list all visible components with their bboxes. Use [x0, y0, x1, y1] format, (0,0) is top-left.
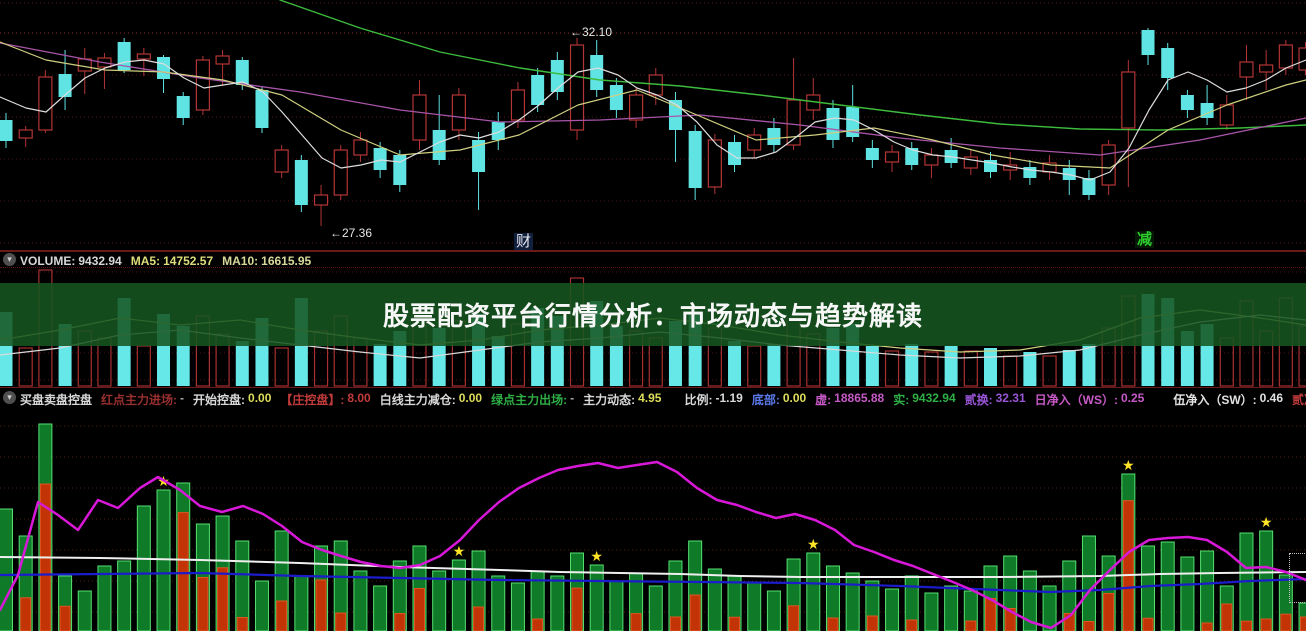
indicator-label: 绿点主力出场: — [491, 392, 568, 407]
indicator-bar-item — [0, 508, 13, 631]
indicator-bar-item — [648, 585, 663, 631]
indicator-value: 18865.88 — [834, 391, 885, 405]
indicator-value: - — [180, 391, 185, 405]
page-title: 股票配资平台行情分析：市场动态与趋势解读 — [382, 301, 923, 331]
indicator-bar-item — [668, 560, 683, 631]
indicator-bar-item — [944, 585, 959, 631]
indicator-value: 0.00 — [458, 391, 483, 405]
indicator-label: 主力动态: — [583, 392, 636, 407]
signal-star-icon: ★ — [807, 536, 820, 552]
watermark-jian: 减 — [1135, 231, 1155, 248]
pane-divider-2 — [0, 387, 1306, 388]
indicator-label: 【庄控盘】: — [280, 392, 345, 407]
indicator-label: 贰净入 — [1292, 392, 1306, 407]
indicator-bar-item — [1081, 535, 1096, 631]
indicator-value: 4.95 — [638, 391, 662, 405]
indicator-label: 底部: — [751, 392, 780, 407]
signal-star-icon: ★ — [453, 543, 466, 559]
volume-stat-value: 9432.94 — [78, 253, 122, 268]
indicator-value: 0.25 — [1120, 391, 1145, 405]
indicator-value: 32.31 — [995, 391, 1026, 405]
watermark-cai: 财 — [514, 233, 534, 250]
volume-stat-label: VOLUME: — [20, 253, 76, 268]
indicator-value: 0.46 — [1259, 391, 1284, 405]
selection-box[interactable] — [1289, 553, 1306, 603]
fund-magenta — [0, 460, 1306, 630]
indicator-bar-item — [432, 570, 447, 631]
indicator-label: 贰换: — [964, 392, 993, 407]
collapse-volume-icon[interactable]: ▾ — [3, 253, 16, 266]
title-banner: 股票配资平台行情分析：市场动态与趋势解读 — [0, 283, 1306, 346]
indicator-bar-item — [294, 575, 309, 631]
volume-stat-label: MA10: — [222, 253, 259, 268]
indicator-bar-item — [825, 565, 840, 631]
kline-chart[interactable] — [0, 0, 1306, 252]
pane-divider — [0, 250, 1306, 252]
indicator-bar-item — [1141, 545, 1156, 631]
ma20-magenta — [0, 42, 1306, 156]
high-price-label: ←32.10 — [570, 25, 613, 39]
indicator-bar-item — [373, 585, 388, 631]
indicator-chart[interactable]: ★★ ★★★★ — [0, 410, 1306, 631]
indicator-label: 比例: — [684, 392, 713, 407]
indicator-bar-item — [747, 582, 762, 631]
indicator-bar-item — [235, 540, 250, 631]
indicator-bar-item — [254, 580, 269, 631]
indicator-bar-item — [451, 559, 466, 631]
indicator-bar-item — [806, 552, 821, 631]
signal-star-icon: ★ — [1122, 457, 1135, 473]
volume-header: VOLUME: 9432.94 MA5: 14752.57 MA10: 16615.95 — [20, 253, 1300, 268]
fund-blue — [0, 571, 1306, 594]
indicator-bar-item — [1022, 570, 1037, 631]
indicator-value: 8.00 — [347, 391, 371, 405]
indicator-bar-item — [156, 489, 171, 631]
ma5-white — [0, 59, 1306, 181]
indicator-bar-item — [885, 588, 900, 631]
low-price-label: ←27.36 — [330, 226, 373, 240]
indicator-bar-item — [924, 592, 939, 631]
signal-star-icon: ★ — [1260, 514, 1273, 530]
collapse-indicator-icon[interactable]: ▾ — [3, 391, 16, 404]
indicator-value: 0.00 — [782, 391, 807, 405]
indicator-bar-item — [550, 575, 565, 631]
indicator-value: -1.19 — [715, 391, 743, 405]
indicator-value: - — [570, 391, 575, 405]
indicator-label: 开始控盘: — [193, 392, 246, 407]
indicator-bar-item — [609, 580, 624, 631]
ma-long-green — [279, 0, 1306, 131]
indicator-label: 日净入（WS）: — [1034, 392, 1118, 407]
indicator-bar-item — [766, 590, 781, 631]
indicator-bar-item — [1200, 550, 1215, 631]
indicator-label: 伍净入（SW）: — [1173, 392, 1257, 407]
indicator-label: 实: — [893, 392, 910, 407]
indicator-bar-item — [97, 565, 112, 631]
indicator-bar-item — [77, 590, 92, 631]
indicator-label: 白线主力减仓: — [379, 392, 456, 407]
indicator-bar-item — [845, 572, 860, 631]
signal-star-icon: ★ — [590, 548, 603, 564]
indicator-bar-item — [1042, 585, 1057, 631]
volume-header-divider — [0, 267, 1306, 268]
indicator-bar-item — [136, 505, 151, 631]
indicator-bar-item — [117, 560, 132, 631]
indicator-bar-item — [510, 582, 525, 631]
indicator-value: 0.00 — [248, 391, 272, 405]
fund-white — [0, 556, 1306, 578]
indicator-bar: 买盘卖盘控盘 红点主力进场: - 开始控盘: 0.00 【庄控盘】: 8.00 白线主力减仓:… — [20, 391, 1306, 407]
indicator-bar-item — [1180, 556, 1195, 631]
indicator-label: 红点主力进场: — [101, 392, 178, 407]
ma10-yellow — [0, 41, 1306, 169]
indicator-label: 虚: — [815, 392, 832, 407]
indicator-bar-item — [589, 564, 604, 631]
indicator-value: 9432.94 — [912, 391, 956, 405]
indicator-bar-item — [707, 568, 722, 631]
indicator-bar-item — [491, 575, 506, 631]
indicator-label: 买盘卖盘控盘 — [20, 392, 93, 407]
volume-stat-value: 16615.95 — [261, 253, 312, 268]
volume-stat-value: 14752.57 — [163, 253, 214, 268]
volume-stat-label: MA5: — [130, 253, 161, 268]
indicator-bar-item — [353, 570, 368, 631]
